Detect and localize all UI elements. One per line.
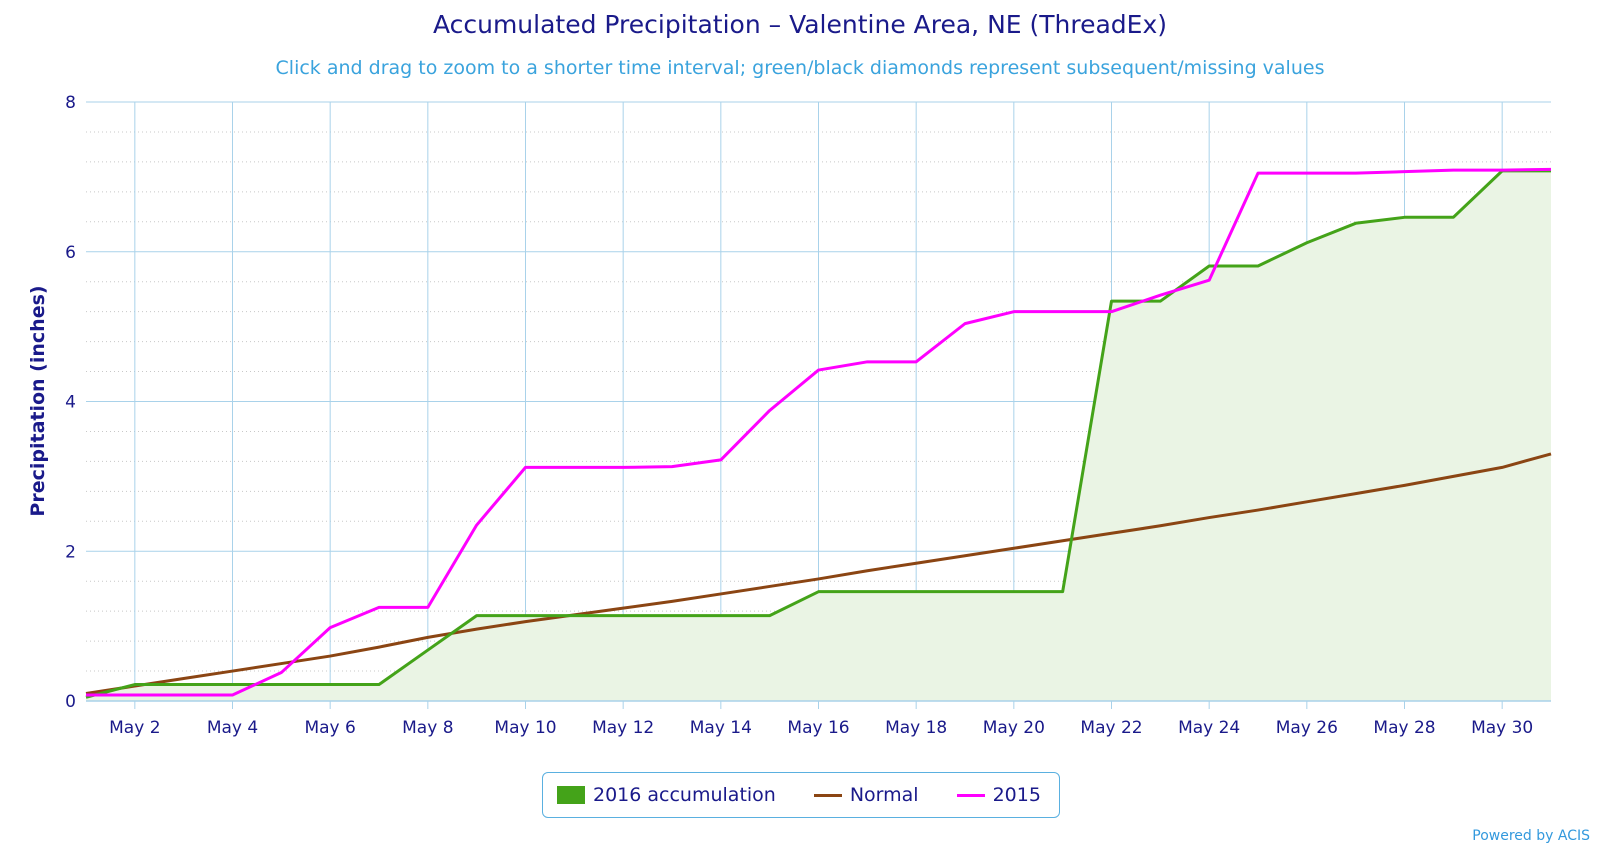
y-tick-label: 6 <box>65 243 76 263</box>
x-tick-label: May 6 <box>304 718 355 738</box>
legend-swatch-normal <box>813 793 842 797</box>
legend-item-2015[interactable]: 2015 <box>956 784 1041 806</box>
x-tick-label: May 24 <box>1178 718 1240 738</box>
x-tick-label: May 4 <box>207 718 258 738</box>
x-tick-label: May 16 <box>787 718 849 738</box>
y-tick-label: 4 <box>65 393 76 413</box>
x-tick-label: May 14 <box>690 718 752 738</box>
series-2015-line <box>86 167 1552 697</box>
axes: 0 2 4 6 8 May 2 May 4 May 6 May 8 May 10 May 12 May… <box>65 93 1551 738</box>
y-tick-label: 2 <box>65 542 76 562</box>
x-tick-label: May 2 <box>109 718 160 738</box>
powered-by-credit[interactable]: Powered by ACIS <box>1472 828 1590 844</box>
y-tick-label: 8 <box>65 93 76 113</box>
chart-title: Accumulated Precipitation – Valentine Ar… <box>432 10 1168 39</box>
x-tick-label: May 20 <box>983 718 1045 738</box>
series-layer <box>85 167 1552 701</box>
series-2016-area <box>86 170 1551 701</box>
x-tick-label: May 26 <box>1276 718 1338 738</box>
x-tick-label: May 10 <box>494 718 556 738</box>
legend-item-normal[interactable]: Normal <box>813 784 919 806</box>
chart-legend: 2016 accumulation Normal 2015 <box>542 772 1060 818</box>
series-2016-line <box>85 169 1551 699</box>
legend-label-normal: Normal <box>849 784 919 806</box>
x-tick-label: May 30 <box>1471 718 1533 738</box>
y-tick-label: 0 <box>65 692 76 712</box>
chart-subtitle: Click and drag to zoom to a shorter time… <box>275 57 1325 79</box>
x-tick-label: May 22 <box>1080 718 1142 738</box>
legend-item-2016[interactable]: 2016 accumulation <box>557 784 776 806</box>
legend-label-2016: 2016 accumulation <box>593 784 776 806</box>
x-tick-label: May 8 <box>402 718 453 738</box>
x-tick-label: May 28 <box>1373 718 1435 738</box>
legend-label-2015: 2015 <box>992 784 1041 806</box>
x-tick-label: May 18 <box>885 718 947 738</box>
y-axis-label: Precipitation (inches) <box>27 285 49 516</box>
legend-swatch-2016 <box>557 786 585 804</box>
x-tick-label: May 12 <box>592 718 654 738</box>
legend-swatch-2015 <box>956 793 985 797</box>
series-normal-line <box>85 452 1552 695</box>
